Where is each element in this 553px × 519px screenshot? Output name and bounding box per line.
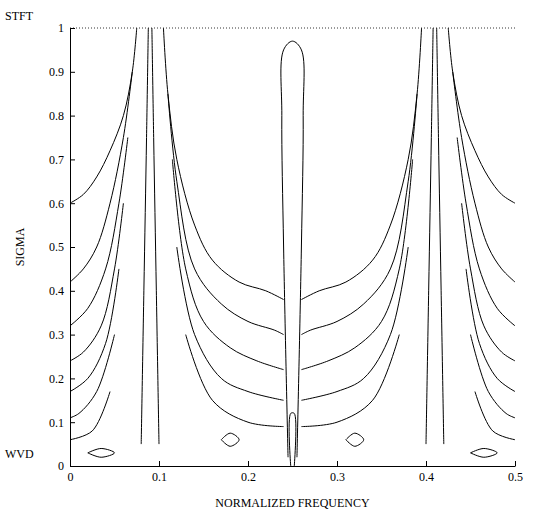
contour-line [457,138,515,326]
contour-line [281,41,304,457]
contour-line [163,28,283,300]
contour-line [346,433,364,446]
tick-label: 0.3 [49,328,64,342]
contour-line [221,433,239,446]
tick: 0.4 [49,284,75,298]
tick: 0.1 [152,461,167,484]
contour-line [475,392,515,440]
tick-mark [70,159,75,160]
y-axis: 0 0.1 0.2 0.3 0.4 0.5 0.6 0.7 0.8 0.9 1 [49,21,75,473]
tick-mark [70,422,75,423]
tick-label: 0.8 [49,109,64,123]
contour-line [301,335,399,427]
contour-line [88,448,115,457]
tick-mark [70,466,75,467]
tick: 0.7 [49,153,75,167]
contour-line [172,159,283,369]
tick-mark [426,461,427,466]
contour-line [301,28,421,300]
tick-mark [337,461,338,466]
tick-mark [70,247,75,248]
tick: 0.3 [330,461,345,484]
contour-line [152,28,159,444]
contour-line [466,269,515,392]
tick-mark [70,378,75,379]
tick-mark [159,461,160,466]
tick: 0.1 [49,416,75,430]
plot: 0 0.1 0.2 0.3 0.4 0.5 0 0.1 0.2 0.3 0.4 0.5 0.6 0.7 0.… [49,21,523,483]
contour-line [70,203,123,361]
contour-line [471,335,516,418]
x-axis-title: NORMALIZED FREQUENCY [215,496,370,510]
contours [70,28,515,466]
chart: 0 0.1 0.2 0.3 0.4 0.5 0 0.1 0.2 0.3 0.4 0.5 0.6 0.7 0.… [0,0,553,519]
tick-mark [70,116,75,117]
contour-line [70,335,115,418]
tick-label: 0.1 [49,416,64,430]
tick: 0 [58,459,75,473]
tick: 0.8 [49,109,75,123]
contour-line [177,247,284,400]
tick-mark [70,335,75,336]
contour-line [141,28,148,444]
tick-mark [70,72,75,73]
contour-line [70,269,119,392]
contour-line [186,335,284,427]
tick-label: 0.6 [49,197,64,211]
annotation: STFT [5,9,34,23]
axis-line [71,466,516,467]
tick: 0.2 [49,372,75,386]
contour-line [301,247,408,400]
contour-line [437,28,444,444]
tick: 0.9 [49,65,75,79]
tick-label: 0 [58,459,64,473]
contour-line [471,448,498,457]
tick: 1 [58,21,75,35]
contour-line [70,138,128,326]
tick-label: 0.5 [49,240,64,254]
tick-label: 0.2 [49,372,64,386]
tick-label: 0.4 [49,284,64,298]
tick-label: 0 [68,470,74,484]
tick-mark [70,291,75,292]
tick-label: 0.1 [152,470,167,484]
contour-line [426,28,433,444]
contour-line [289,413,296,466]
contour-line [70,392,110,440]
tick: 0.5 [49,240,75,254]
tick-label: 0.2 [241,470,256,484]
tick: 0.5 [508,461,523,484]
tick-label: 0.7 [49,153,64,167]
tick: 0.2 [241,461,256,484]
tick-label: 0.3 [330,470,345,484]
tick-label: 0.5 [508,470,523,484]
tick-label: 1 [58,21,64,35]
tick-mark [248,461,249,466]
contour-line [462,203,515,361]
y-axis-title: SIGMA [13,227,27,266]
tick: 0.3 [49,328,75,342]
annotation: WVD [5,447,34,461]
contour-line [301,159,412,369]
tick-label: 0.4 [419,470,434,484]
tick-mark [515,461,516,466]
tick-mark [70,203,75,204]
tick-mark [70,28,75,29]
tick: 0.4 [419,461,434,484]
x-axis: 0 0.1 0.2 0.3 0.4 0.5 [68,461,524,484]
tick-label: 0.9 [49,65,64,79]
tick: 0.6 [49,197,75,211]
